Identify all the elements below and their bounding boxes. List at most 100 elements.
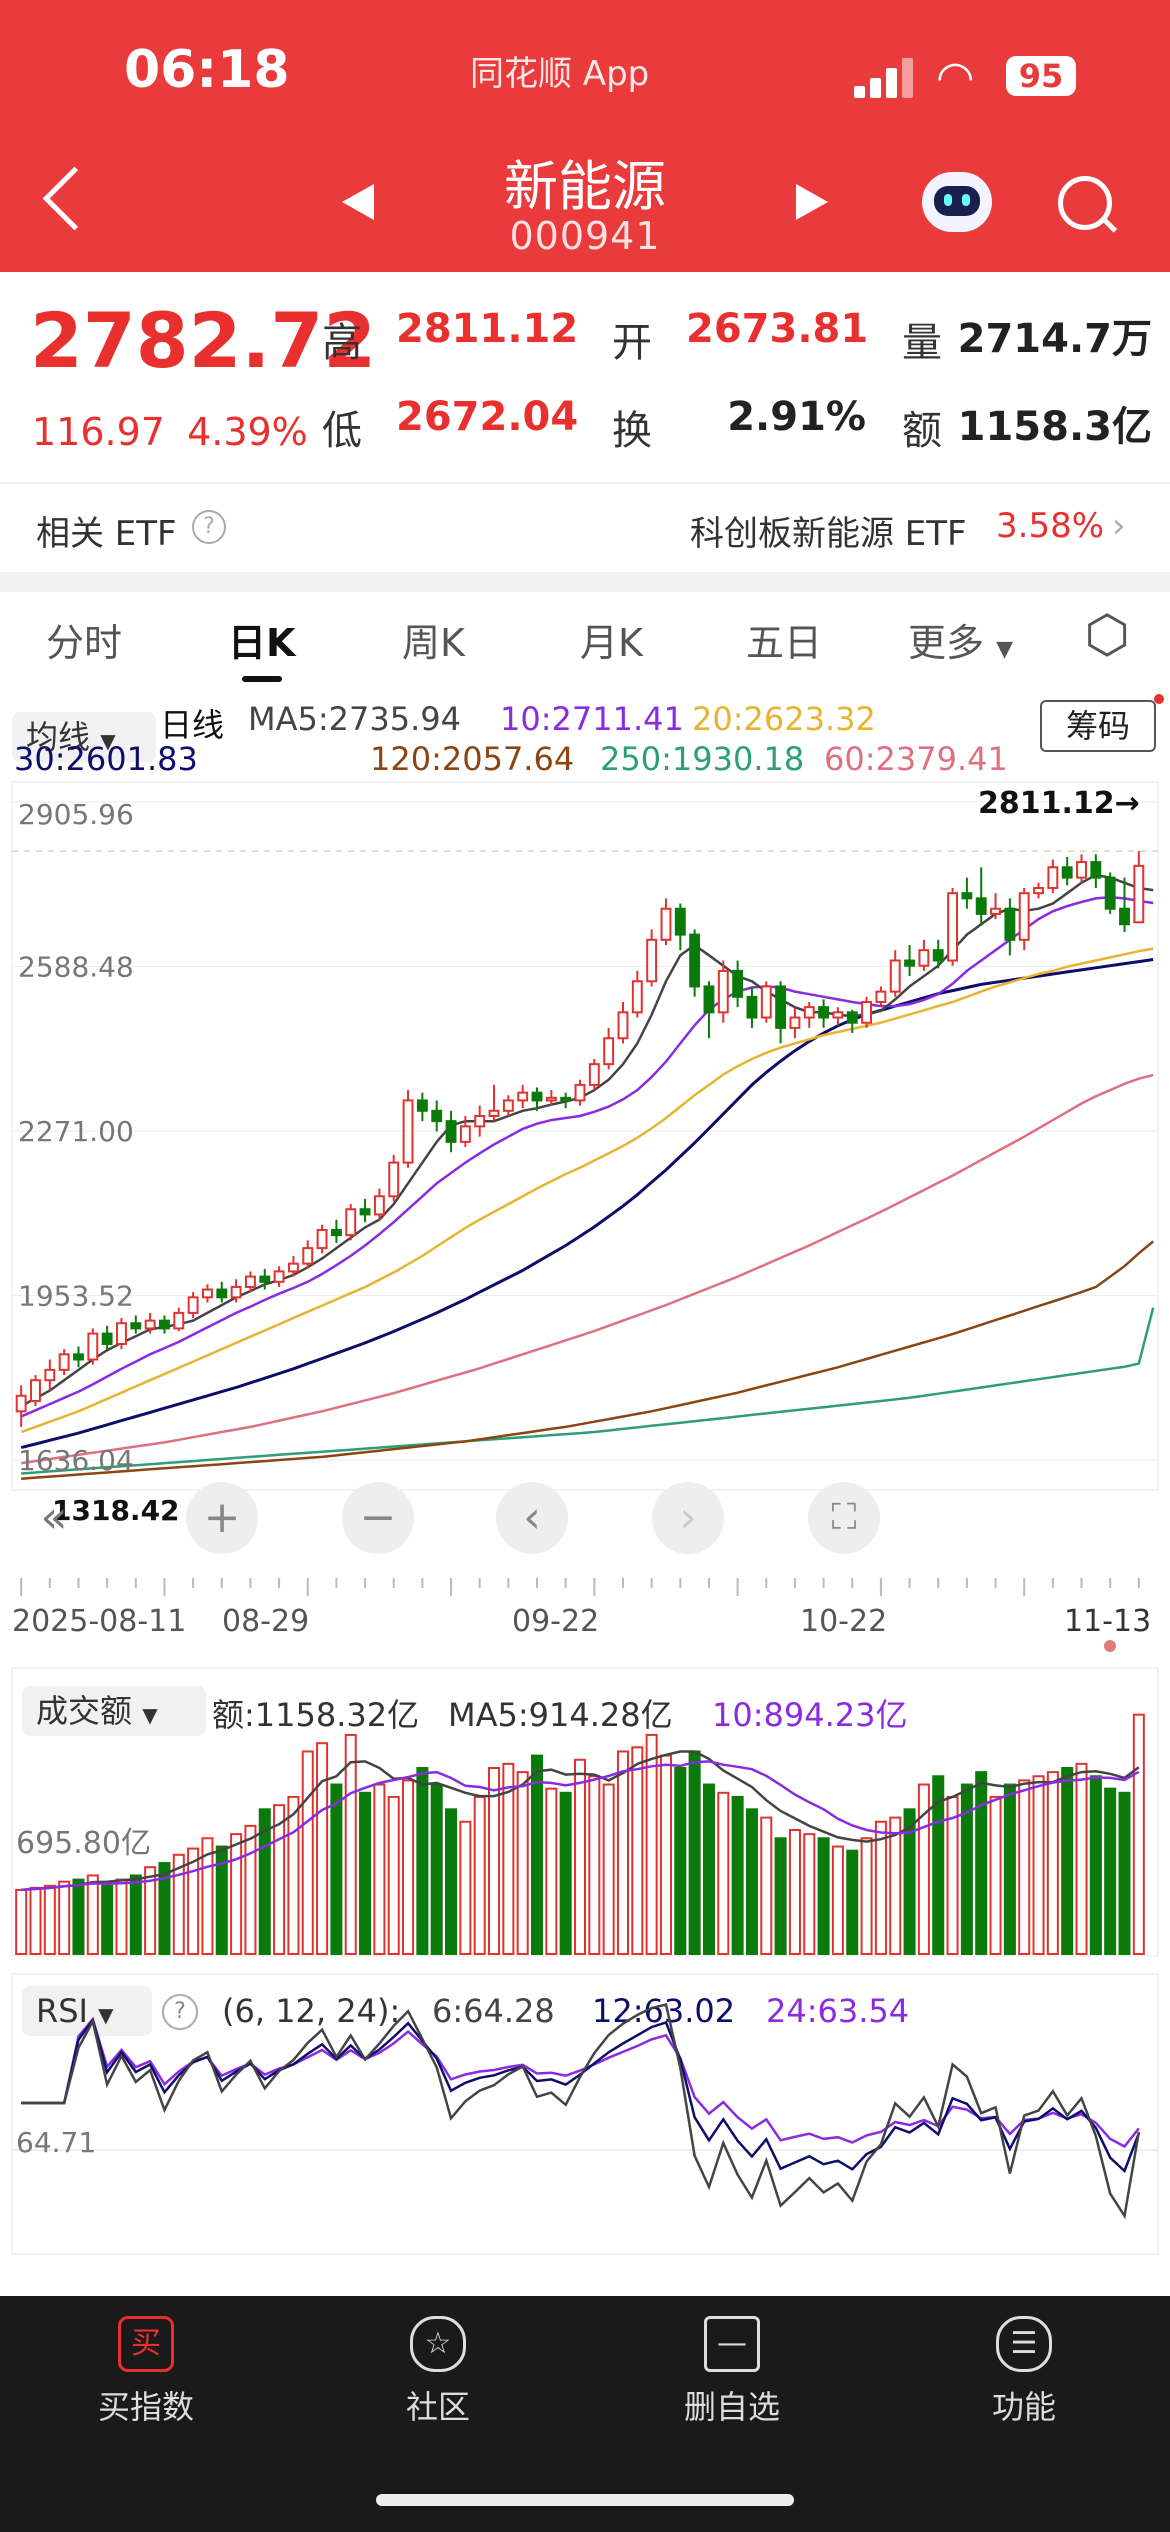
volume-bar xyxy=(445,1808,458,1955)
volume-bar xyxy=(573,1758,587,1955)
scroll-left-icon[interactable]: « xyxy=(40,1492,68,1543)
volume-bar xyxy=(1075,1762,1088,1955)
rsi6-line xyxy=(21,2002,1141,2220)
tab-monthly-k[interactable]: 月K xyxy=(580,621,643,665)
volume-bar xyxy=(359,1791,372,1955)
rsi-indicator-selector[interactable]: RSI ▼ xyxy=(22,1986,152,2036)
related-etf-row[interactable]: 相关 ETF ? 科创板新能源 ETF 3.58% › xyxy=(0,484,1170,572)
prev-stock-icon[interactable] xyxy=(342,184,374,220)
price-tick-label: 2271.00 xyxy=(18,1115,134,1148)
ma5-line xyxy=(20,873,1154,1408)
candle xyxy=(531,1091,543,1102)
nav-community[interactable]: ☆ 社区 xyxy=(338,2316,538,2428)
price-tick-label: 1636.04 xyxy=(18,1444,134,1477)
candle xyxy=(1033,886,1044,895)
chips-button[interactable]: 筹码 xyxy=(1040,700,1156,752)
status-app-name: 同花顺 App xyxy=(470,54,650,94)
menu-icon: ☰ xyxy=(996,2316,1052,2372)
volume-ma5-line xyxy=(21,1750,1140,1892)
volume-bar xyxy=(588,1775,601,1956)
candle xyxy=(202,1288,213,1299)
settings-icon[interactable]: ⬡ xyxy=(1084,605,1130,665)
stock-code: 000941 xyxy=(509,214,661,258)
ma20-line xyxy=(20,947,1154,1434)
volume-chart[interactable] xyxy=(0,1666,1170,1966)
volume-bar xyxy=(645,1733,658,1955)
volume-bar xyxy=(1118,1791,1131,1955)
volume-bar xyxy=(745,1808,758,1955)
next-icon[interactable]: › xyxy=(652,1482,724,1554)
volume-bar xyxy=(187,1847,200,1956)
volume-bar xyxy=(659,1754,672,1955)
candle xyxy=(159,1319,170,1330)
volume-bar xyxy=(72,1878,85,1956)
candle xyxy=(416,1099,428,1112)
tab-daily-k[interactable]: 日K xyxy=(228,621,296,665)
nav-community-label: 社区 xyxy=(405,2388,470,2426)
volume-bar xyxy=(917,1783,930,1955)
tab-five-day[interactable]: 五日 xyxy=(746,621,823,665)
candle xyxy=(474,1114,486,1128)
min-price-marker: 1318.42 xyxy=(52,1494,180,1527)
candle xyxy=(345,1208,357,1237)
app-header: 06:18 同花顺 App ◠ 95 新能源 000941 xyxy=(0,0,1170,272)
price-tick-label: 1953.52 xyxy=(18,1280,134,1313)
volume-bar xyxy=(86,1874,99,1955)
volume-bar xyxy=(301,1750,314,1956)
nav-buy-index[interactable]: 买 买指数 xyxy=(46,2316,246,2428)
volume-bar xyxy=(989,1795,1002,1955)
nav-functions[interactable]: ☰ 功能 xyxy=(924,2316,1124,2428)
volume-bar xyxy=(702,1783,715,1955)
etf-name: 科创板新能源 ETF xyxy=(690,514,967,554)
volume-bar xyxy=(201,1837,214,1955)
period-label: 日线 xyxy=(160,706,225,744)
volume-bar xyxy=(545,1787,558,1955)
turnover-label: 换 xyxy=(612,408,652,454)
ma250-line xyxy=(21,1307,1155,1475)
volume-bar xyxy=(530,1754,544,1955)
next-stock-icon[interactable] xyxy=(796,184,828,220)
rsi-help-icon[interactable]: ? xyxy=(162,1994,198,2030)
current-date-dot xyxy=(1104,1640,1116,1652)
candle xyxy=(990,907,1001,915)
assistant-robot-icon[interactable] xyxy=(922,172,992,232)
search-icon[interactable] xyxy=(1058,176,1112,230)
tab-weekly-k[interactable]: 周K xyxy=(402,621,465,665)
candle xyxy=(87,1332,99,1361)
volume-bar xyxy=(846,1849,859,1956)
candle xyxy=(904,959,916,967)
related-etf-label: 相关 ETF xyxy=(36,514,177,554)
wifi-icon: ◠ xyxy=(936,52,975,103)
ma250-legend: 250:1930.18 xyxy=(600,740,805,778)
rsi24-value: 24:63.54 xyxy=(766,1992,910,2030)
zoom-in-icon[interactable]: + xyxy=(186,1482,258,1554)
volume-amount: 额:1158.32亿 xyxy=(212,1696,420,1734)
rsi24-line xyxy=(21,2016,1140,2149)
volume-bar xyxy=(258,1808,271,1955)
fullscreen-icon[interactable]: ⛶ xyxy=(808,1482,880,1554)
candle xyxy=(101,1332,113,1345)
volume-bar xyxy=(43,1884,56,1955)
price-change: 116.97 4.39% xyxy=(32,410,308,454)
volume-indicator-selector[interactable]: 成交额 ▼ xyxy=(22,1686,206,1736)
volume-bar xyxy=(29,1886,42,1955)
rsi-chart[interactable] xyxy=(0,1972,1170,2262)
tab-timeshare[interactable]: 分时 xyxy=(46,621,123,665)
high-label: 高 xyxy=(322,320,362,366)
page-title: 新能源 xyxy=(504,155,666,218)
candle xyxy=(373,1195,385,1216)
candle xyxy=(617,1011,629,1040)
candle xyxy=(459,1125,471,1143)
zoom-out-icon[interactable]: − xyxy=(342,1482,414,1554)
date-label-4: 10-22 xyxy=(800,1604,888,1639)
volume-bar xyxy=(416,1767,429,1955)
nav-buy-index-label: 买指数 xyxy=(97,2388,194,2426)
indicator-selector[interactable]: 均线 ▼ xyxy=(12,712,156,762)
candle xyxy=(803,1006,815,1019)
prev-icon[interactable]: ‹ xyxy=(496,1482,568,1554)
kline-chart[interactable]: 2905.96 2588.48 2271.00 1953.52 1636.04 xyxy=(0,690,1170,1610)
candle xyxy=(216,1288,228,1299)
help-icon[interactable]: ? xyxy=(192,510,226,544)
tab-more[interactable]: 更多 ▼ xyxy=(908,621,1014,665)
nav-remove-watchlist[interactable]: — 删自选 xyxy=(632,2316,832,2428)
